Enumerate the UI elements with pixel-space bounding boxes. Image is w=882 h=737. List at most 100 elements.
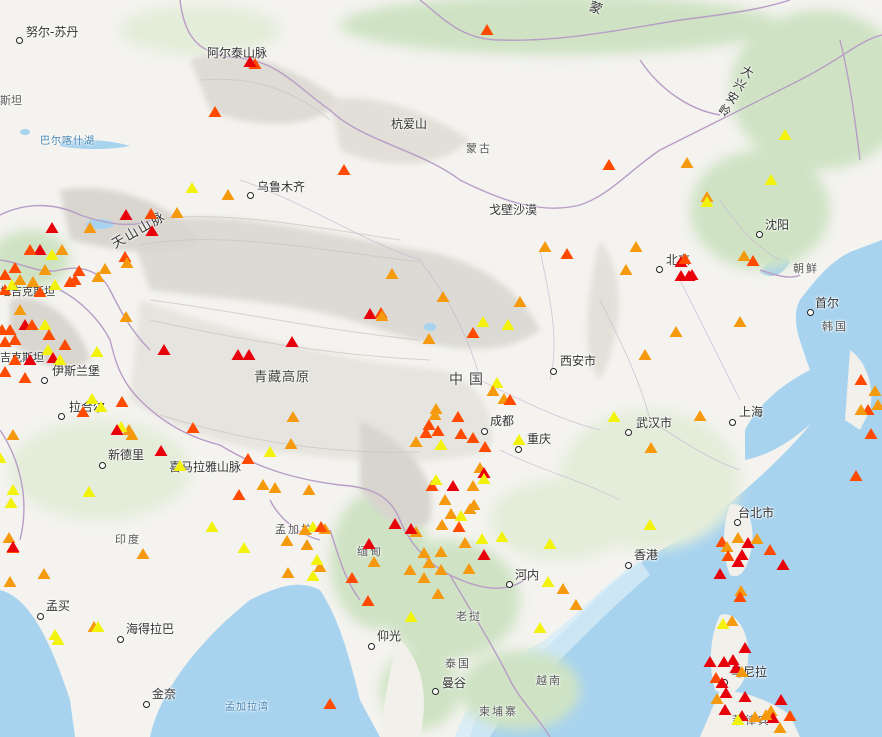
triangle-marker-icon[interactable]: [231, 349, 245, 360]
city-label-islamabad[interactable]: 伊斯兰堡: [52, 364, 101, 378]
triangle-marker-icon[interactable]: [729, 662, 743, 673]
triangle-marker-icon[interactable]: [375, 310, 389, 321]
triangle-marker-icon[interactable]: [38, 319, 52, 330]
city-label-hyderabad[interactable]: 海得拉巴: [126, 622, 175, 636]
triangle-marker-icon[interactable]: [337, 164, 351, 175]
triangle-marker-icon[interactable]: [607, 411, 621, 422]
triangle-marker-icon[interactable]: [55, 244, 69, 255]
triangle-marker-icon[interactable]: [3, 576, 17, 587]
triangle-marker-icon[interactable]: [409, 436, 423, 447]
triangle-marker-icon[interactable]: [298, 524, 312, 535]
triangle-marker-icon[interactable]: [638, 349, 652, 360]
triangle-marker-icon[interactable]: [185, 182, 199, 193]
triangle-marker-icon[interactable]: [422, 419, 436, 430]
triangle-marker-icon[interactable]: [774, 694, 788, 705]
triangle-marker-icon[interactable]: [431, 425, 445, 436]
city-label-nursultan[interactable]: 努尔-苏丹: [26, 25, 79, 39]
triangle-marker-icon[interactable]: [94, 401, 108, 412]
triangle-marker-icon[interactable]: [709, 672, 723, 683]
triangle-marker-icon[interactable]: [680, 157, 694, 168]
triangle-marker-icon[interactable]: [619, 264, 633, 275]
triangle-marker-icon[interactable]: [13, 274, 27, 285]
triangle-marker-icon[interactable]: [237, 542, 251, 553]
triangle-marker-icon[interactable]: [462, 563, 476, 574]
triangle-marker-icon[interactable]: [644, 442, 658, 453]
triangle-marker-icon[interactable]: [115, 396, 129, 407]
triangle-marker-icon[interactable]: [738, 691, 752, 702]
triangle-marker-icon[interactable]: [735, 666, 749, 677]
triangle-marker-icon[interactable]: [232, 489, 246, 500]
triangle-marker-icon[interactable]: [478, 441, 492, 452]
triangle-marker-icon[interactable]: [773, 722, 787, 733]
triangle-marker-icon[interactable]: [241, 453, 255, 464]
city-label-taipei[interactable]: 台北市: [738, 506, 775, 520]
triangle-marker-icon[interactable]: [26, 276, 40, 287]
triangle-marker-icon[interactable]: [302, 484, 316, 495]
city-label-yangon[interactable]: 仰光: [377, 629, 402, 643]
triangle-marker-icon[interactable]: [721, 550, 735, 561]
triangle-marker-icon[interactable]: [438, 494, 452, 505]
triangle-marker-icon[interactable]: [18, 372, 32, 383]
triangle-marker-icon[interactable]: [5, 279, 19, 290]
triangle-marker-icon[interactable]: [90, 346, 104, 357]
city-label-urumqi[interactable]: 乌鲁木齐: [257, 180, 306, 194]
triangle-marker-icon[interactable]: [422, 557, 436, 568]
triangle-marker-icon[interactable]: [263, 446, 277, 457]
triangle-marker-icon[interactable]: [700, 196, 714, 207]
triangle-marker-icon[interactable]: [477, 549, 491, 560]
triangle-marker-icon[interactable]: [314, 521, 328, 532]
triangle-marker-icon[interactable]: [538, 241, 552, 252]
triangle-marker-icon[interactable]: [513, 296, 527, 307]
triangle-marker-icon[interactable]: [669, 326, 683, 337]
triangle-marker-icon[interactable]: [716, 618, 730, 629]
triangle-marker-icon[interactable]: [703, 656, 717, 667]
triangle-marker-icon[interactable]: [0, 269, 12, 280]
triangle-marker-icon[interactable]: [85, 393, 99, 404]
triangle-marker-icon[interactable]: [693, 410, 707, 421]
triangle-marker-icon[interactable]: [23, 244, 37, 255]
triangle-marker-icon[interactable]: [136, 548, 150, 559]
triangle-marker-icon[interactable]: [477, 473, 491, 484]
triangle-marker-icon[interactable]: [436, 291, 450, 302]
triangle-marker-icon[interactable]: [685, 269, 699, 280]
triangle-marker-icon[interactable]: [186, 422, 200, 433]
triangle-marker-icon[interactable]: [476, 316, 490, 327]
triangle-marker-icon[interactable]: [154, 445, 168, 456]
triangle-marker-icon[interactable]: [503, 394, 517, 405]
triangle-marker-icon[interactable]: [763, 544, 777, 555]
triangle-marker-icon[interactable]: [404, 523, 418, 534]
triangle-marker-icon[interactable]: [720, 541, 734, 552]
triangle-marker-icon[interactable]: [48, 629, 62, 640]
triangle-marker-icon[interactable]: [783, 710, 797, 721]
triangle-marker-icon[interactable]: [486, 385, 500, 396]
triangle-marker-icon[interactable]: [463, 503, 477, 514]
triangle-marker-icon[interactable]: [737, 250, 751, 261]
triangle-marker-icon[interactable]: [750, 533, 764, 544]
triangle-marker-icon[interactable]: [451, 411, 465, 422]
triangle-marker-icon[interactable]: [501, 319, 515, 330]
triangle-marker-icon[interactable]: [466, 327, 480, 338]
triangle-marker-icon[interactable]: [466, 480, 480, 491]
triangle-marker-icon[interactable]: [157, 344, 171, 355]
triangle-marker-icon[interactable]: [33, 244, 47, 255]
triangle-marker-icon[interactable]: [2, 532, 16, 543]
city-label-xian[interactable]: 西安市: [560, 354, 597, 368]
triangle-marker-icon[interactable]: [403, 564, 417, 575]
triangle-marker-icon[interactable]: [48, 279, 62, 290]
triangle-marker-icon[interactable]: [53, 354, 67, 365]
city-label-chongqing[interactable]: 重庆: [527, 432, 552, 446]
triangle-marker-icon[interactable]: [268, 482, 282, 493]
triangle-marker-icon[interactable]: [72, 265, 86, 276]
triangle-marker-icon[interactable]: [6, 484, 20, 495]
triangle-marker-icon[interactable]: [118, 251, 132, 262]
triangle-marker-icon[interactable]: [731, 556, 745, 567]
triangle-marker-icon[interactable]: [119, 311, 133, 322]
triangle-marker-icon[interactable]: [738, 642, 752, 653]
triangle-marker-icon[interactable]: [83, 222, 97, 233]
triangle-marker-icon[interactable]: [417, 572, 431, 583]
triangle-marker-icon[interactable]: [45, 222, 59, 233]
triangle-marker-icon[interactable]: [388, 518, 402, 529]
triangle-marker-icon[interactable]: [404, 611, 418, 622]
city-label-hanoi[interactable]: 河内: [515, 568, 540, 582]
